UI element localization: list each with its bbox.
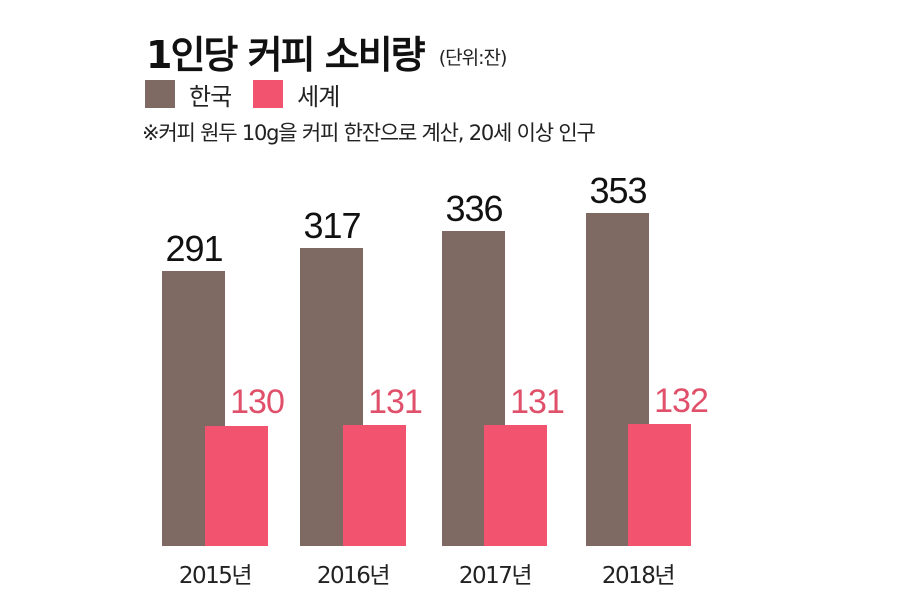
value-label-world-2016: 131: [368, 383, 423, 421]
legend: 한국 세계: [145, 80, 361, 111]
unit-label: (단위:잔): [438, 47, 508, 69]
legend-swatch-korea: [145, 80, 175, 108]
legend-item-korea: 한국: [145, 77, 232, 112]
legend-label-korea: 한국: [189, 82, 232, 111]
value-label-world-2018: 132: [654, 382, 709, 420]
category-label-2017: 2017년: [458, 563, 533, 589]
value-label-korea-2016: 317: [303, 205, 361, 246]
category-label-2018: 2018년: [601, 563, 676, 589]
category-label-2015: 2015년: [178, 563, 253, 589]
bar-world-2018: [628, 424, 691, 546]
chart-title: 1인당 커피 소비량: [146, 33, 426, 77]
value-label-korea-2018: 353: [589, 170, 647, 211]
legend-label-world: 세계: [297, 82, 340, 111]
value-label-world-2017: 131: [510, 383, 565, 421]
category-label-2016: 2016년: [316, 563, 391, 589]
footnote: ※커피 원두 10g을 커피 한잔으로 계산, 20세 이상 인구: [142, 121, 596, 145]
legend-item-world: 세계: [253, 77, 340, 112]
value-label-korea-2015: 291: [165, 228, 223, 269]
value-label-world-2015: 130: [230, 383, 285, 421]
legend-swatch-world: [253, 80, 284, 108]
bar-world-2017: [484, 425, 547, 546]
bar-world-2016: [343, 425, 406, 546]
value-label-korea-2017: 336: [445, 188, 503, 229]
chart-title-row: 1인당 커피 소비량 (단위:잔): [146, 24, 508, 79]
bar-world-2015: [205, 426, 268, 546]
